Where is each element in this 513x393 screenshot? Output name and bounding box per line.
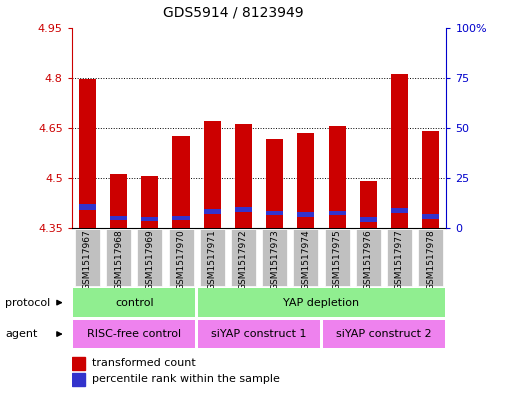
Bar bbox=[328, 126, 346, 228]
FancyBboxPatch shape bbox=[198, 320, 320, 348]
FancyBboxPatch shape bbox=[198, 288, 445, 317]
FancyBboxPatch shape bbox=[169, 229, 193, 286]
Bar bbox=[360, 181, 377, 228]
FancyBboxPatch shape bbox=[418, 229, 443, 286]
Bar bbox=[79, 204, 96, 209]
Text: GSM1517971: GSM1517971 bbox=[208, 230, 217, 290]
FancyBboxPatch shape bbox=[262, 229, 287, 286]
FancyBboxPatch shape bbox=[325, 229, 349, 286]
Bar bbox=[141, 176, 159, 228]
Text: GSM1517978: GSM1517978 bbox=[426, 230, 435, 290]
Bar bbox=[172, 136, 190, 228]
FancyBboxPatch shape bbox=[387, 229, 412, 286]
Text: GSM1517976: GSM1517976 bbox=[364, 230, 373, 290]
Bar bbox=[391, 74, 408, 228]
Text: GSM1517973: GSM1517973 bbox=[270, 230, 279, 290]
Text: GSM1517974: GSM1517974 bbox=[301, 230, 310, 290]
Text: siYAP construct 2: siYAP construct 2 bbox=[336, 329, 432, 339]
Bar bbox=[72, 357, 85, 369]
Text: GSM1517967: GSM1517967 bbox=[83, 230, 92, 290]
FancyBboxPatch shape bbox=[137, 229, 162, 286]
FancyBboxPatch shape bbox=[73, 320, 195, 348]
Text: transformed count: transformed count bbox=[92, 358, 196, 368]
Text: siYAP construct 1: siYAP construct 1 bbox=[211, 329, 307, 339]
Text: percentile rank within the sample: percentile rank within the sample bbox=[92, 375, 280, 384]
Text: GDS5914 / 8123949: GDS5914 / 8123949 bbox=[163, 6, 304, 20]
FancyBboxPatch shape bbox=[200, 229, 225, 286]
FancyBboxPatch shape bbox=[106, 229, 131, 286]
FancyBboxPatch shape bbox=[73, 288, 195, 317]
FancyBboxPatch shape bbox=[75, 229, 100, 286]
Bar bbox=[72, 373, 85, 386]
FancyBboxPatch shape bbox=[323, 320, 445, 348]
Bar bbox=[298, 133, 314, 228]
Text: GSM1517977: GSM1517977 bbox=[395, 230, 404, 290]
Bar bbox=[266, 211, 283, 215]
FancyBboxPatch shape bbox=[356, 229, 381, 286]
Text: protocol: protocol bbox=[5, 298, 50, 308]
Bar bbox=[204, 121, 221, 228]
Text: GSM1517975: GSM1517975 bbox=[332, 230, 342, 290]
Text: GSM1517968: GSM1517968 bbox=[114, 230, 123, 290]
Bar bbox=[172, 216, 190, 220]
Bar bbox=[328, 211, 346, 215]
Text: YAP depletion: YAP depletion bbox=[283, 298, 360, 308]
Bar bbox=[110, 174, 127, 228]
Bar bbox=[141, 217, 159, 221]
Text: agent: agent bbox=[5, 329, 37, 339]
Text: RISC-free control: RISC-free control bbox=[87, 329, 181, 339]
Text: GSM1517972: GSM1517972 bbox=[239, 230, 248, 290]
Text: GSM1517970: GSM1517970 bbox=[176, 230, 186, 290]
Bar bbox=[422, 214, 439, 219]
Bar bbox=[79, 79, 96, 228]
Bar bbox=[266, 140, 283, 228]
Bar bbox=[204, 209, 221, 213]
FancyBboxPatch shape bbox=[293, 229, 319, 286]
Bar bbox=[235, 124, 252, 228]
Text: control: control bbox=[115, 298, 153, 308]
FancyBboxPatch shape bbox=[231, 229, 256, 286]
Text: GSM1517969: GSM1517969 bbox=[145, 230, 154, 290]
Bar bbox=[235, 207, 252, 212]
Bar bbox=[391, 208, 408, 213]
Bar bbox=[110, 216, 127, 220]
Bar bbox=[422, 131, 439, 228]
Bar bbox=[360, 217, 377, 222]
Bar bbox=[298, 212, 314, 217]
